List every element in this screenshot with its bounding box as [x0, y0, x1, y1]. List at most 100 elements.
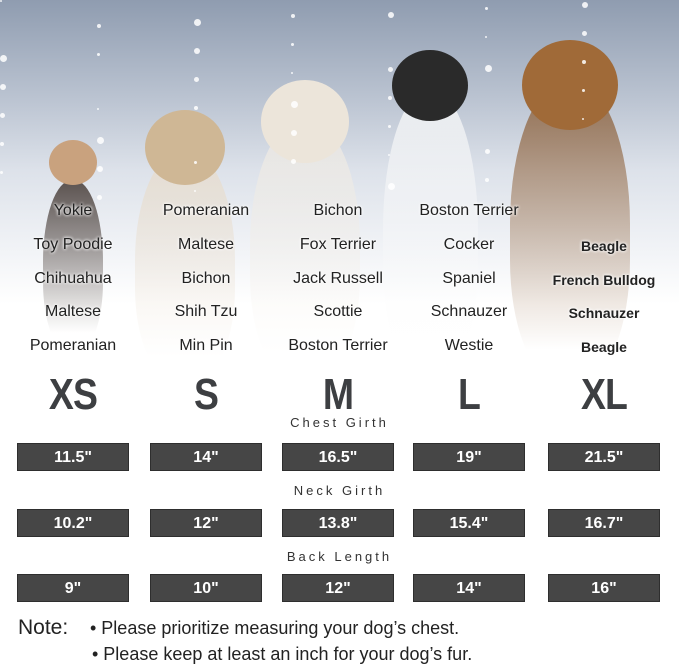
snowflake	[388, 96, 392, 100]
snowflake	[0, 142, 4, 146]
measurement-value: 13.8"	[282, 509, 394, 537]
snowflake	[194, 77, 199, 82]
measurement-value: 14"	[150, 443, 262, 471]
size-label: XS	[48, 370, 98, 419]
breed-name: Maltese	[44, 303, 102, 320]
snowflake	[388, 125, 391, 128]
dog-head	[261, 80, 349, 163]
breed-name: Toy Poodie	[33, 236, 113, 253]
measurement-label: Neck Girth	[293, 483, 386, 498]
size-label: M	[322, 370, 354, 419]
snowflake	[0, 171, 3, 174]
measurement-value: 10"	[150, 574, 262, 602]
snowflake	[194, 190, 196, 192]
note-title: Note:	[18, 616, 69, 639]
snowflake	[485, 149, 490, 154]
dog-head	[522, 40, 618, 130]
breed-name: Fox Terrier	[299, 236, 377, 253]
breed-name: Beagle	[581, 238, 627, 254]
breed-name: French Bulldog	[552, 272, 656, 288]
dog-body	[135, 150, 235, 380]
dog-body	[43, 180, 103, 350]
snowflake	[388, 154, 390, 156]
dog-body	[250, 120, 360, 380]
snowflake	[485, 36, 487, 38]
breed-name: Schnauzer	[430, 303, 508, 320]
measurement-value: 12"	[150, 509, 262, 537]
breed-name: Bichon	[181, 270, 231, 287]
breed-name: Schnauzer	[568, 305, 640, 321]
breed-name: Cocker	[443, 236, 495, 253]
breed-name: Scottie	[313, 303, 363, 320]
snowflake	[485, 65, 492, 72]
measurement-label: Back Length	[286, 549, 393, 564]
measurement-value: 15.4"	[413, 509, 525, 537]
snowflake	[388, 67, 393, 72]
breed-name: Pomeranian	[162, 202, 250, 219]
dog-head	[392, 50, 468, 122]
snowflake	[582, 31, 587, 36]
snowflake	[582, 118, 584, 120]
breed-name: Boston Terrier	[288, 337, 388, 354]
measurement-value: 12"	[282, 574, 394, 602]
measurement-value: 9"	[17, 574, 129, 602]
snowflake	[291, 159, 296, 164]
breed-name: Bichon	[313, 202, 363, 219]
size-label: L	[457, 370, 481, 419]
note-item: • Please prioritize measuring your dog’s…	[90, 618, 460, 638]
snowflake	[291, 72, 293, 74]
breed-name: Maltese	[177, 236, 235, 253]
snowflake	[582, 60, 586, 64]
measurement-value: 21.5"	[548, 443, 660, 471]
measurement-value: 19"	[413, 443, 525, 471]
breed-name: Westie	[444, 337, 494, 354]
snowflake	[97, 166, 103, 172]
measurement-value: 16.7"	[548, 509, 660, 537]
snowflake	[291, 101, 298, 108]
breed-name: Yokie	[53, 202, 93, 219]
snowflake	[194, 19, 201, 26]
measurement-value: 16"	[548, 574, 660, 602]
snowflake	[388, 12, 394, 18]
snowflake	[0, 55, 7, 62]
snowflake	[0, 0, 2, 2]
snowflake	[97, 195, 102, 200]
snowflake	[485, 7, 488, 10]
snowflake	[291, 14, 295, 18]
size-label: S	[193, 370, 219, 419]
note-item: • Please keep at least an inch for your …	[92, 644, 473, 664]
snowflake	[485, 178, 489, 182]
snowflake	[97, 137, 104, 144]
size-label: XL	[580, 370, 628, 419]
snowflake	[582, 2, 588, 8]
breed-name: Shih Tzu	[174, 303, 238, 320]
breed-name: Pomeranian	[29, 337, 117, 354]
dog-body	[382, 90, 478, 380]
snowflake	[194, 161, 197, 164]
snowflake	[291, 43, 294, 46]
snowflake	[0, 113, 5, 118]
snowflake	[0, 84, 6, 90]
measurement-label: Chest Girth	[290, 415, 389, 430]
breed-name: Min Pin	[179, 337, 233, 354]
snowflake	[97, 53, 100, 56]
breed-name: Beagle	[581, 339, 627, 355]
measurement-value: 11.5"	[17, 443, 129, 471]
measurement-value: 16.5"	[282, 443, 394, 471]
dog-body	[510, 80, 630, 380]
snowflake	[388, 183, 395, 190]
dog-head	[145, 110, 225, 185]
breed-name: Boston Terrier	[419, 202, 519, 219]
breed-name: Chihuahua	[34, 270, 112, 287]
breed-name: Spaniel	[442, 270, 496, 287]
measurement-value: 10.2"	[17, 509, 129, 537]
measurement-value: 14"	[413, 574, 525, 602]
snowflake	[194, 48, 200, 54]
snowflake	[97, 108, 99, 110]
snowflake	[582, 89, 585, 92]
dog-head	[49, 140, 97, 185]
snowflake	[291, 130, 297, 136]
snowflake	[97, 24, 101, 28]
snowflake	[194, 106, 198, 110]
breed-name: Jack Russell	[293, 270, 383, 287]
